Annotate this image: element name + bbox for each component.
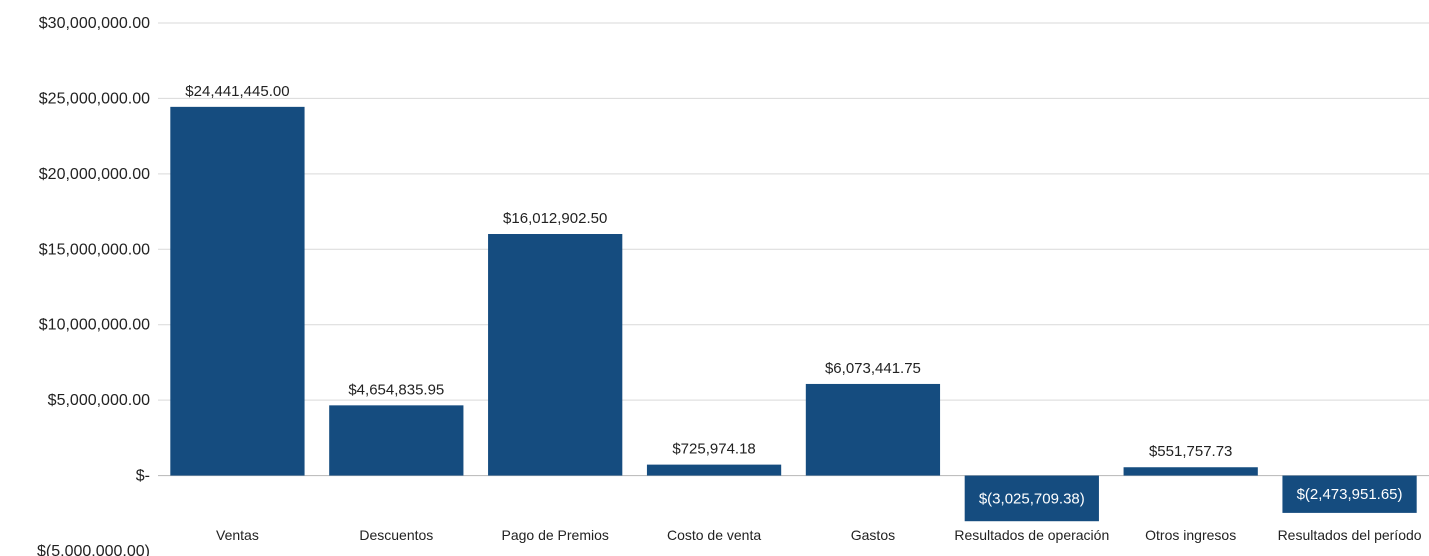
data-label: $4,654,835.95 xyxy=(348,381,444,398)
bar xyxy=(1282,475,1417,513)
y-tick-label: $25,000,000.00 xyxy=(39,90,150,107)
bar xyxy=(1123,467,1258,476)
x-category-label: Ventas xyxy=(216,527,259,543)
bar xyxy=(170,106,305,476)
data-label: $551,757.73 xyxy=(1149,443,1232,460)
bar xyxy=(964,475,1099,522)
x-category-label: Resultados del período xyxy=(1278,527,1422,543)
y-tick-label: $10,000,000.00 xyxy=(39,317,150,334)
x-category-label: Pago de Premios xyxy=(501,527,608,543)
data-labels: $24,441,445.00 $4,654,835.95 $16,012,902.5… xyxy=(185,83,1402,508)
y-tick-label: $5,000,000.00 xyxy=(48,392,150,409)
data-label: $16,012,902.50 xyxy=(503,210,607,227)
y-tick-label: $- xyxy=(136,468,150,485)
x-category-label: Costo de venta xyxy=(667,527,761,543)
data-label: $725,974.18 xyxy=(672,441,755,458)
data-label: $(2,473,951.65) xyxy=(1297,486,1403,503)
bar xyxy=(488,234,623,476)
x-axis-category-labels: Ventas Descuentos Pago de Premios Costo de … xyxy=(216,527,1422,543)
y-tick-label: $30,000,000.00 xyxy=(39,15,150,32)
x-category-label: Resultados de operación xyxy=(954,527,1109,543)
x-category-label: Descuentos xyxy=(359,527,433,543)
bar xyxy=(805,383,941,476)
data-label: $(3,025,709.38) xyxy=(979,490,1085,507)
data-label: $6,073,441.75 xyxy=(825,360,921,377)
bars xyxy=(170,106,1417,522)
bar xyxy=(329,405,464,476)
y-tick-label: $20,000,000.00 xyxy=(39,166,150,183)
y-tick-label: $(5,000,000.00) xyxy=(37,543,150,556)
x-category-label: Otros ingresos xyxy=(1145,527,1236,543)
y-tick-label: $15,000,000.00 xyxy=(39,241,150,258)
y-axis-tick-labels: $30,000,000.00 $25,000,000.00 $20,000,000.… xyxy=(37,15,150,556)
data-label: $24,441,445.00 xyxy=(185,83,289,100)
bar xyxy=(646,464,782,476)
x-category-label: Gastos xyxy=(851,527,895,543)
